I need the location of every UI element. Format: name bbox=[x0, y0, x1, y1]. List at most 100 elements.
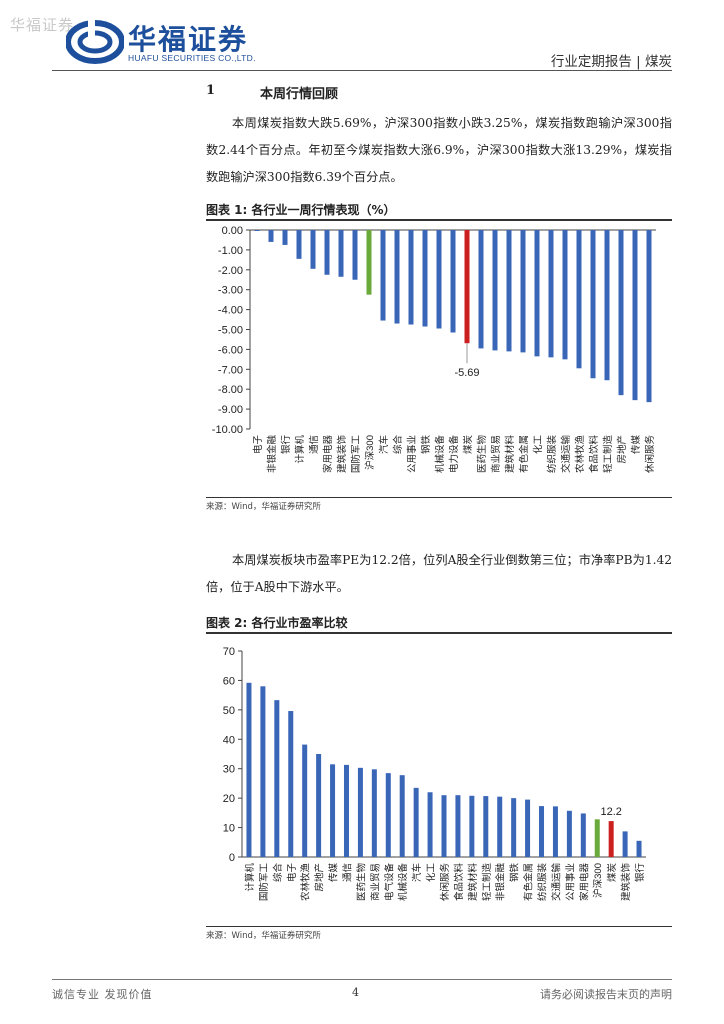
x-tick-label: 化工 bbox=[532, 435, 544, 455]
bar bbox=[450, 230, 456, 333]
y-tick-label: 0.00 bbox=[222, 225, 243, 237]
x-tick-label: 沪深300 bbox=[592, 863, 604, 898]
x-tick-label: 化工 bbox=[425, 863, 437, 883]
logo-chinese-name: 华福证券 bbox=[128, 23, 249, 56]
x-tick-label: 商业贸易 bbox=[369, 863, 381, 901]
y-tick-label: -4.00 bbox=[218, 305, 243, 317]
bar bbox=[274, 700, 280, 857]
bar bbox=[608, 821, 614, 857]
x-tick-label: 电子 bbox=[252, 435, 264, 455]
y-tick-label: -8.00 bbox=[218, 384, 243, 396]
bar bbox=[562, 230, 568, 360]
bar bbox=[511, 798, 517, 857]
bar bbox=[566, 810, 572, 857]
y-tick-label: -2.00 bbox=[218, 265, 243, 277]
bar bbox=[296, 230, 302, 259]
x-tick-label: 有色金属 bbox=[518, 435, 530, 473]
bar bbox=[246, 682, 252, 857]
x-tick-label: 建筑材料 bbox=[504, 435, 516, 474]
x-tick-label: 轻工制造 bbox=[481, 863, 493, 902]
bar bbox=[310, 230, 316, 269]
x-tick-label: 家用电器 bbox=[322, 435, 334, 474]
bar bbox=[534, 230, 540, 357]
huafu-logo-icon bbox=[66, 20, 124, 64]
x-tick-label: 通信 bbox=[308, 435, 320, 454]
x-tick-label: 通信 bbox=[341, 863, 353, 882]
x-tick-label: 机械设备 bbox=[434, 435, 446, 474]
bar bbox=[622, 831, 628, 857]
x-tick-label: 纺织服装 bbox=[546, 435, 558, 474]
x-tick-label: 钢铁 bbox=[509, 863, 521, 883]
x-tick-label: 建筑装饰 bbox=[336, 435, 348, 473]
y-tick-label: -7.00 bbox=[218, 364, 243, 376]
bar bbox=[464, 230, 470, 344]
bar bbox=[436, 230, 442, 329]
y-tick-label: 0 bbox=[229, 852, 235, 864]
y-tick-label: 50 bbox=[223, 705, 235, 717]
industry-pe-comparison-chart: 0 10 20 30 40 50 60 70 计算机 国防军工 综合 电子 农林牧渔 房地产 传媒 通信 医药生… bbox=[223, 646, 646, 902]
bar bbox=[254, 230, 260, 231]
x-tick-label: 电气设备 bbox=[383, 863, 395, 902]
x-tick-label: 农林牧渔 bbox=[300, 863, 312, 902]
footer-divider bbox=[52, 979, 672, 980]
y-tick-label: -9.00 bbox=[218, 404, 243, 416]
x-tick-label: 非银金融 bbox=[266, 435, 278, 474]
bar bbox=[594, 819, 600, 857]
bar bbox=[469, 795, 475, 857]
figure2-bottom-rule bbox=[206, 926, 672, 927]
x-tick-label: 汽车 bbox=[378, 435, 390, 454]
y-tick-label: -3.00 bbox=[218, 285, 243, 297]
bar bbox=[478, 230, 484, 349]
bar bbox=[497, 796, 503, 857]
bar bbox=[646, 230, 652, 403]
x-tick-label: 房地产 bbox=[616, 435, 628, 464]
bar bbox=[576, 230, 582, 369]
x-tick-label: 轻工制造 bbox=[602, 435, 614, 474]
bar bbox=[282, 230, 288, 245]
paragraph-weekly-review: 本周煤炭指数大跌5.69%，沪深300指数小跌3.25%，煤炭指数跑输沪深300… bbox=[206, 116, 672, 184]
x-tick-label: 休闲服务 bbox=[439, 863, 451, 902]
bar bbox=[366, 230, 372, 295]
x-tick-label: 公用事业 bbox=[564, 863, 576, 901]
bar bbox=[580, 813, 586, 857]
bar bbox=[552, 806, 558, 857]
bar bbox=[352, 230, 358, 280]
x-tick-label: 国防军工 bbox=[350, 435, 362, 474]
paragraph-valuation: 本周煤炭板块市盈率PE为12.2倍，位列A股全行业倒数第三位；市净率PB为1.4… bbox=[206, 553, 672, 594]
x-tick-label: 银行 bbox=[280, 435, 292, 455]
bar bbox=[604, 230, 610, 381]
x-tick-label: 机械设备 bbox=[397, 863, 409, 902]
figure2-source: 来源：Wind，华福证券研究所 bbox=[206, 931, 321, 941]
figure1-title: 图表 1: 各行业一周行情表现（%） bbox=[206, 203, 396, 217]
header-divider bbox=[52, 70, 672, 71]
bar bbox=[302, 744, 308, 857]
bar bbox=[618, 230, 624, 396]
bar bbox=[422, 230, 428, 327]
bar bbox=[520, 230, 526, 353]
x-tick-label: 交通运输 bbox=[560, 435, 572, 474]
bar bbox=[316, 754, 322, 857]
industry-weekly-performance-chart: 0.00 -1.00 -2.00 -3.00 -4.00 -5.00 -6.00 -7.00 -… bbox=[212, 225, 656, 474]
x-tick-label: 医药生物 bbox=[355, 863, 367, 902]
bar bbox=[492, 230, 498, 351]
x-tick-label: 医药生物 bbox=[476, 435, 488, 474]
bar bbox=[288, 711, 294, 857]
bar bbox=[260, 686, 266, 857]
x-tick-label: 电力设备 bbox=[448, 435, 460, 474]
bar bbox=[268, 230, 274, 242]
x-tick-label: 计算机 bbox=[244, 863, 256, 892]
data-label: -5.69 bbox=[454, 367, 479, 379]
x-tick-label: 国防军工 bbox=[258, 863, 270, 902]
bar bbox=[338, 230, 344, 277]
bar bbox=[539, 806, 545, 857]
figure1-source: 来源：Wind，华福证券研究所 bbox=[206, 502, 321, 512]
y-tick-label: -10.00 bbox=[212, 424, 243, 436]
section-title: 本周行情回顾 bbox=[260, 87, 339, 102]
bar bbox=[413, 787, 419, 857]
watermark: 华福证券 bbox=[10, 16, 75, 34]
bar bbox=[380, 230, 386, 321]
x-tick-label: 休闲服务 bbox=[644, 435, 656, 474]
x-tick-label: 传媒 bbox=[328, 863, 340, 883]
figure2-top-rule bbox=[206, 632, 672, 634]
bar bbox=[324, 230, 330, 275]
